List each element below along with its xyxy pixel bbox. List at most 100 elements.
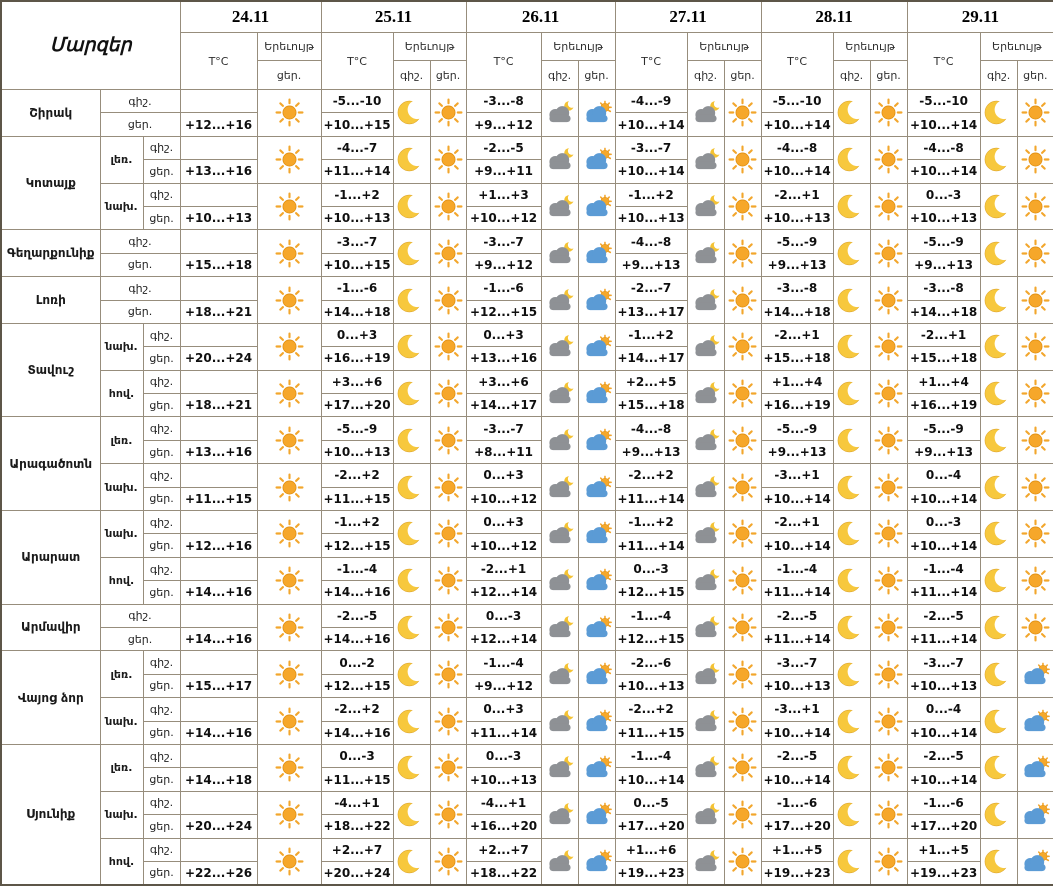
moon-icon bbox=[832, 229, 871, 278]
night-temp-cell: -5...-10 bbox=[906, 88, 981, 114]
moon-icon bbox=[392, 276, 431, 324]
sun-icon bbox=[256, 650, 322, 699]
moon-icon bbox=[832, 416, 871, 465]
moon-icon bbox=[979, 322, 1018, 371]
day-temp-cell: +10...+13 bbox=[179, 205, 258, 231]
sun-icon bbox=[869, 510, 908, 558]
sun-icon bbox=[256, 790, 322, 839]
zone-label: հով. bbox=[99, 369, 144, 418]
day-temp-cell: +9...+13 bbox=[614, 439, 688, 465]
moon-icon bbox=[979, 790, 1018, 839]
sun-icon bbox=[429, 322, 467, 371]
sun-icon bbox=[429, 369, 467, 418]
phenomenon-header: Երեւույթ bbox=[686, 32, 762, 61]
date-header: 24.11 bbox=[179, 0, 322, 33]
day-row-label: ցեր. bbox=[142, 814, 181, 839]
day-row-label: ցեր. bbox=[99, 112, 181, 137]
night-temp-cell: -1...-4 bbox=[760, 556, 834, 582]
day-temp-cell: +12...+14 bbox=[465, 580, 542, 605]
sun-icon bbox=[256, 463, 322, 512]
night-temp-cell: -5...-9 bbox=[320, 416, 394, 441]
sun-icon bbox=[869, 229, 908, 278]
day-temp-cell: +10...+13 bbox=[760, 205, 834, 231]
cloud-moon-icon bbox=[540, 837, 579, 886]
moon-icon bbox=[979, 743, 1018, 792]
zone-label: նախ. bbox=[99, 182, 144, 231]
cloud-moon-icon bbox=[686, 182, 725, 231]
night-temp-cell bbox=[179, 650, 258, 675]
night-temp-cell: -1...-4 bbox=[906, 556, 981, 582]
night-temp-cell: +1...+5 bbox=[760, 837, 834, 862]
day-temp-cell: +12...+15 bbox=[614, 626, 688, 652]
sun-icon bbox=[429, 416, 467, 465]
cloud-sun-icon bbox=[577, 837, 616, 886]
night-temp-cell bbox=[179, 837, 258, 862]
region-name: Սյունիք bbox=[0, 743, 101, 886]
night-temp-cell: -4...-8 bbox=[614, 416, 688, 441]
night-temp-cell: -5...-10 bbox=[320, 88, 394, 114]
cloud-moon-icon bbox=[686, 276, 725, 324]
night-temp-cell: -1...-4 bbox=[320, 556, 394, 582]
day-row-label: ցեր. bbox=[99, 626, 181, 652]
sun-icon bbox=[723, 463, 762, 512]
moon-icon bbox=[392, 790, 431, 839]
moon-icon bbox=[392, 322, 431, 371]
day-temp-cell: +12...+16 bbox=[179, 112, 258, 137]
night-temp-cell: -3...-7 bbox=[760, 650, 834, 675]
sun-icon bbox=[429, 229, 467, 278]
night-temp-cell bbox=[179, 697, 258, 722]
night-row-label: գիշ. bbox=[142, 416, 181, 441]
day-temp-cell: +15...+17 bbox=[179, 673, 258, 699]
region-name: Վայոց ձոր bbox=[0, 650, 101, 745]
sun-icon bbox=[429, 182, 467, 231]
day-temp-cell: +10...+14 bbox=[760, 486, 834, 512]
day-temp-cell: +12...+15 bbox=[614, 580, 688, 605]
night-temp-cell: 0...-5 bbox=[614, 790, 688, 816]
sun-icon bbox=[1016, 89, 1053, 137]
night-temp-cell: -1...+2 bbox=[320, 182, 394, 207]
night-temp-cell: -1...-4 bbox=[465, 650, 542, 675]
moon-icon bbox=[392, 182, 431, 231]
sun-icon bbox=[723, 837, 762, 886]
day-temp-cell: +15...+18 bbox=[760, 346, 834, 371]
cloud-moon-icon bbox=[540, 416, 579, 465]
night-temp-cell: -4...-8 bbox=[614, 229, 688, 254]
day-temp-cell: +17...+20 bbox=[906, 814, 981, 839]
night-temp-cell: -2...-5 bbox=[906, 603, 981, 628]
day-row-label: ցեր. bbox=[99, 299, 181, 324]
day-row-label: ցեր. bbox=[142, 346, 181, 371]
moon-icon bbox=[979, 276, 1018, 324]
sun-icon bbox=[256, 182, 322, 231]
night-temp-cell: -2...-5 bbox=[906, 743, 981, 769]
day-temp-cell: +14...+16 bbox=[320, 626, 394, 652]
cloud-moon-icon bbox=[540, 322, 579, 371]
day-temp-cell: +16...+19 bbox=[906, 393, 981, 418]
night-temp-cell: -1...-6 bbox=[320, 276, 394, 301]
cloud-sun-icon bbox=[577, 463, 616, 512]
cloud-moon-icon bbox=[686, 790, 725, 839]
sun-icon bbox=[429, 697, 467, 745]
day-temp-cell: +10...+12 bbox=[465, 533, 542, 558]
cloud-moon-icon bbox=[540, 276, 579, 324]
sun-icon bbox=[256, 743, 322, 792]
day-temp-cell: +10...+14 bbox=[760, 159, 834, 184]
cloud-sun-icon bbox=[1016, 837, 1053, 886]
moon-icon bbox=[392, 603, 431, 652]
sun-icon bbox=[1016, 510, 1053, 558]
day-temp-cell: +13...+16 bbox=[465, 346, 542, 371]
cloud-sun-icon bbox=[577, 276, 616, 324]
sun-icon bbox=[723, 182, 762, 231]
night-temp-cell: -3...+1 bbox=[760, 697, 834, 722]
sun-icon bbox=[429, 837, 467, 886]
day-temp-cell: +14...+16 bbox=[179, 626, 258, 652]
night-temp-cell: -2...+2 bbox=[614, 463, 688, 488]
moon-icon bbox=[392, 416, 431, 465]
cloud-moon-icon bbox=[540, 369, 579, 418]
sun-icon bbox=[429, 556, 467, 605]
sun-icon bbox=[1016, 603, 1053, 652]
cloud-sun-icon bbox=[577, 182, 616, 231]
day-temp-cell: +10...+15 bbox=[320, 252, 394, 278]
day-temp-cell: +10...+13 bbox=[760, 673, 834, 699]
day-temp-cell: +11...+15 bbox=[614, 720, 688, 745]
sun-icon bbox=[723, 229, 762, 278]
